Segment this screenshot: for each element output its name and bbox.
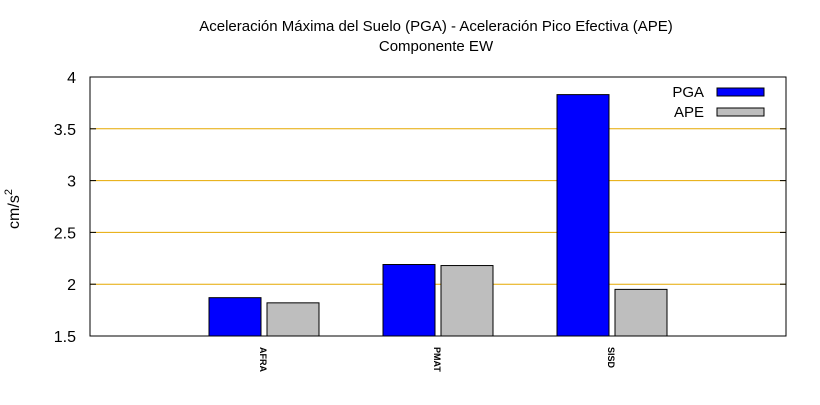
axes <box>89 76 787 337</box>
legend: PGA APE <box>672 84 765 121</box>
x-tick-label-sisd: SISD <box>606 347 616 369</box>
bar-pga-afra <box>208 297 262 337</box>
legend-swatch-ape <box>716 107 765 117</box>
plot-frame <box>89 76 787 337</box>
y-tick-label-3: 3 <box>67 174 76 191</box>
x-tick-label-pmat: PMAT <box>432 347 442 372</box>
y-tick-label-4: 4 <box>67 70 76 87</box>
y-axis-label-exponent: 2 <box>3 189 15 195</box>
y-tick-label-3.5: 3.5 <box>54 122 76 139</box>
chart-title: Aceleración Máxima del Suelo (PGA) - Ace… <box>199 18 673 35</box>
x-tick-label-afra: AFRA <box>258 347 268 372</box>
y-tick-label-2.5: 2.5 <box>54 225 76 242</box>
y-tick-label-1.5: 1.5 <box>54 329 76 346</box>
y-axis-label-base: cm/s <box>6 195 23 229</box>
tick-labels: AFRA PMAT SISD 1.5 2 2.5 3 3.5 4 <box>54 70 616 372</box>
bar-pga-pmat <box>382 264 436 337</box>
bar-ape-afra <box>266 302 320 337</box>
bars <box>208 94 668 337</box>
bar-pga-sisd <box>556 94 610 337</box>
y-axis-label: cm/s2 <box>3 189 23 229</box>
bar-ape-sisd <box>614 288 668 337</box>
chart-subtitle: Componente EW <box>379 38 494 55</box>
legend-label-ape: APE <box>674 104 704 121</box>
grid-lines <box>90 128 786 285</box>
legend-swatch-pga <box>716 87 765 97</box>
legend-label-pga: PGA <box>672 84 704 101</box>
y-tick-label-2: 2 <box>67 277 76 294</box>
bar-ape-pmat <box>440 265 494 337</box>
